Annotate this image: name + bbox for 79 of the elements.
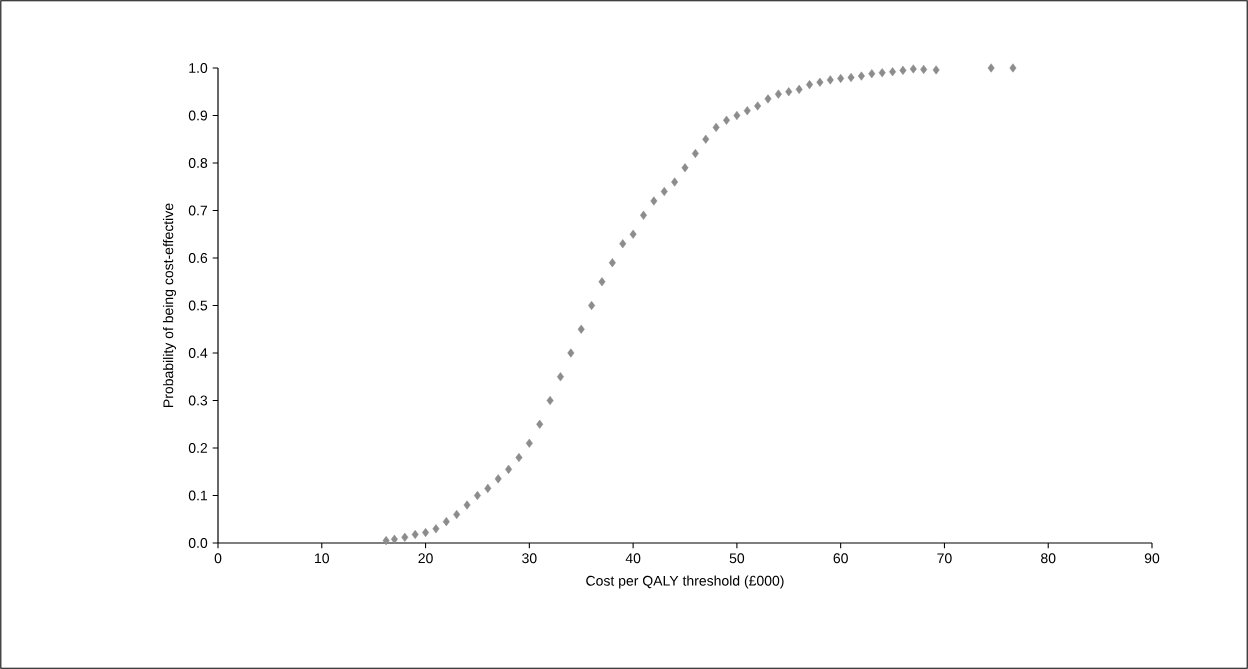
point: [681, 163, 689, 173]
point: [899, 65, 907, 75]
point: [743, 106, 751, 116]
point: [889, 67, 897, 77]
point: [390, 534, 398, 544]
point: [525, 438, 533, 448]
x-tick-label: 90: [1144, 553, 1160, 564]
x-tick-label: 0: [214, 553, 222, 564]
x-axis-title: Cost per QALY threshold (£000): [586, 575, 784, 589]
y-tick-label: 0.4: [188, 348, 208, 358]
y-tick-label: 0.9: [188, 110, 208, 121]
point: [494, 474, 502, 484]
y-tick-label: 0.5: [188, 300, 208, 311]
point: [442, 517, 450, 527]
point: [382, 536, 390, 546]
point: [764, 94, 772, 104]
point: [868, 69, 876, 79]
point: [588, 300, 596, 311]
point: [826, 75, 834, 85]
y-tick-label: 0.7: [188, 205, 208, 216]
y-tick-label: 0.8: [188, 158, 208, 168]
point: [795, 84, 803, 94]
point: [463, 500, 471, 510]
point: [660, 186, 668, 197]
x-tick-label: 70: [937, 553, 952, 564]
point: [754, 101, 762, 111]
point: [536, 419, 544, 429]
point: [453, 509, 461, 520]
point: [1009, 63, 1017, 73]
x-tick-label: 80: [1041, 553, 1056, 564]
point: [920, 64, 928, 74]
x-tick-label: 60: [833, 553, 848, 564]
y-tick-label: 0.6: [188, 253, 208, 263]
point: [598, 277, 606, 287]
point: [619, 239, 627, 249]
point: [691, 148, 699, 159]
point: [640, 210, 647, 220]
y-tick-label: 0.2: [188, 443, 208, 453]
point: [837, 73, 845, 83]
point: [932, 65, 940, 75]
point: [909, 64, 917, 74]
point: [629, 229, 637, 239]
x-tick-label: 10: [315, 553, 330, 564]
y-tick-label: 0.3: [188, 395, 208, 406]
point: [723, 115, 730, 125]
x-tick-label: 40: [625, 553, 641, 564]
x-tick-label: 20: [418, 553, 433, 564]
point: [411, 529, 419, 539]
point: [505, 464, 513, 474]
y-tick-label: 1.0: [189, 63, 208, 73]
point: [878, 68, 886, 78]
point: [987, 63, 995, 73]
point: [608, 258, 616, 268]
point: [401, 532, 409, 542]
point: [847, 72, 855, 83]
point: [567, 348, 575, 358]
point: [484, 483, 492, 493]
x-tick-label: 30: [522, 553, 537, 564]
point: [785, 87, 793, 97]
point: [712, 122, 720, 132]
point: [650, 196, 658, 206]
y-axis-title: Probability of being cost-effective: [162, 203, 177, 407]
x-tick-label: 50: [729, 553, 745, 564]
point: [671, 177, 679, 187]
point: [806, 80, 813, 90]
point: [546, 395, 554, 406]
point: [733, 110, 741, 121]
y-tick-label: 0.1: [188, 490, 208, 501]
point: [432, 524, 440, 534]
point: [816, 77, 824, 87]
point: [422, 528, 430, 538]
point: [557, 372, 564, 382]
point: [857, 71, 865, 81]
point: [774, 89, 782, 99]
point: [515, 452, 523, 463]
point: [577, 324, 585, 334]
y-tick-label: 0.0: [188, 538, 208, 548]
point: [473, 490, 481, 501]
point: [702, 134, 710, 144]
